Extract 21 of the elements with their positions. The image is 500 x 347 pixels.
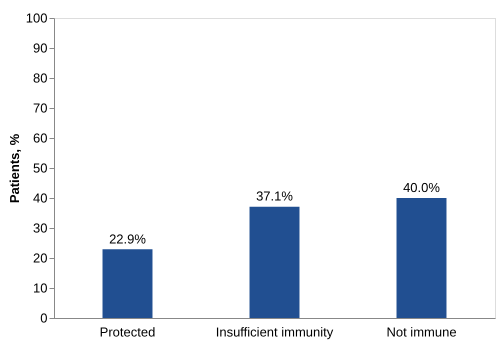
y-tick-label: 90: [33, 40, 48, 56]
data-label: 40.0%: [403, 180, 440, 195]
y-tick-label: 10: [33, 280, 48, 296]
x-tick-label: Insufficient immunity: [216, 324, 334, 340]
data-label: 22.9%: [109, 231, 146, 246]
y-tick-label: 30: [33, 220, 48, 236]
y-tick-label: 100: [26, 10, 48, 26]
x-tick-label: Not immune: [386, 324, 457, 340]
y-tick-label: 40: [33, 190, 48, 206]
y-axis-title: Patients, %: [6, 133, 22, 204]
data-label: 37.1%: [256, 188, 294, 204]
y-tick-label: 70: [33, 100, 48, 116]
bar: [250, 206, 300, 318]
y-tick-label: 80: [33, 70, 48, 86]
bar: [396, 198, 446, 318]
x-tick-label: Protected: [100, 324, 156, 340]
y-tick-label: 60: [33, 130, 48, 146]
y-tick-label: 0: [40, 310, 48, 326]
y-tick-label: 20: [33, 250, 48, 266]
y-tick-label: 50: [33, 160, 48, 176]
bar: [102, 249, 152, 318]
